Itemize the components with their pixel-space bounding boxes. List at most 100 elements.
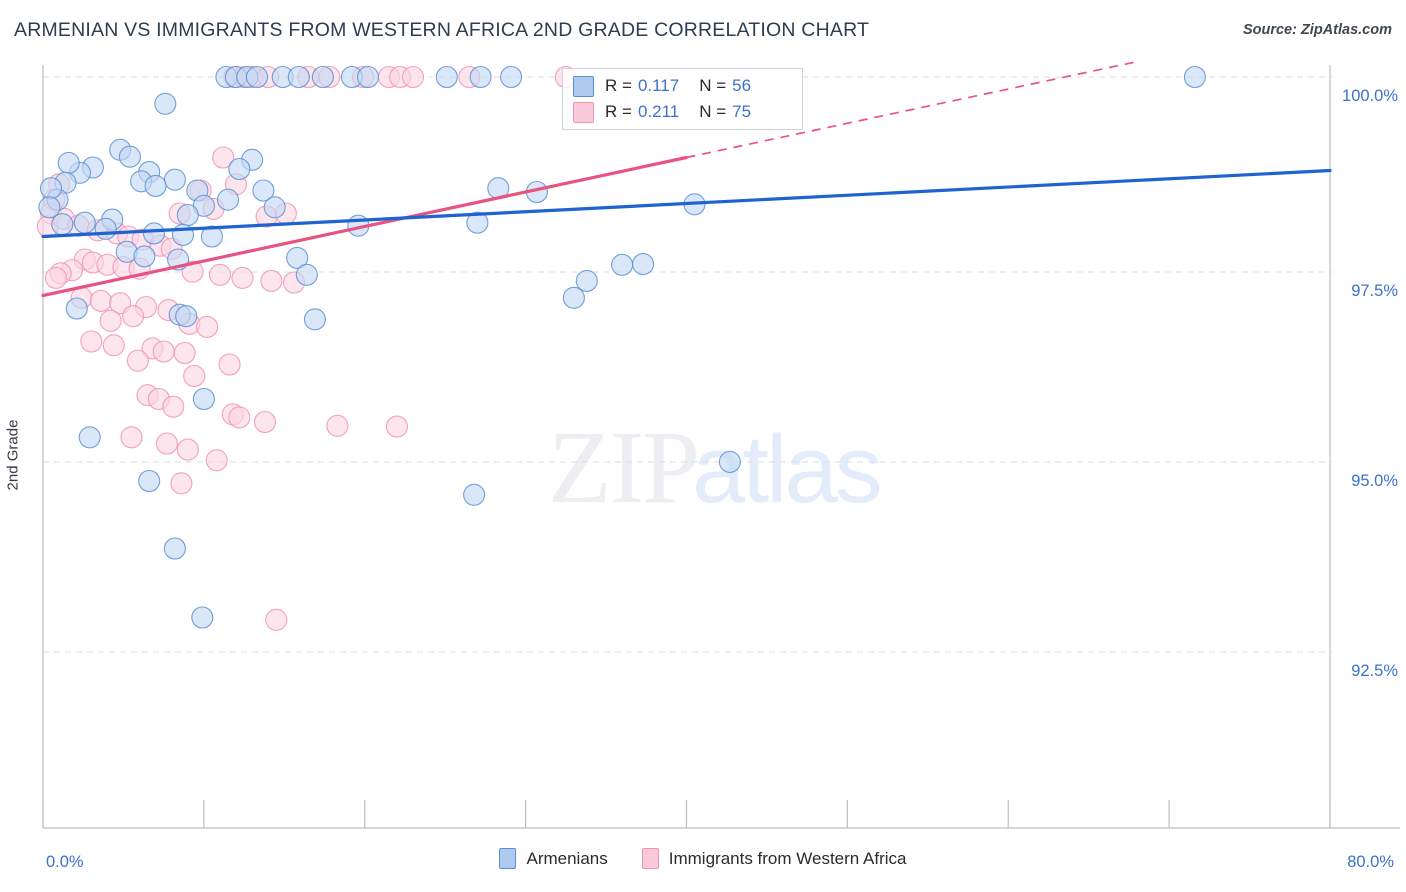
data-point <box>216 188 240 211</box>
correlation-stats-legend: R = 0.117 N = 56 R = 0.211 N = 75 <box>562 68 803 130</box>
data-point <box>80 330 103 353</box>
data-point <box>122 305 145 328</box>
data-point <box>228 406 251 429</box>
legend-swatch-pink <box>573 101 594 123</box>
data-point <box>73 211 96 234</box>
data-point <box>152 340 175 363</box>
legend-r-value-1: 0.117 <box>637 76 680 95</box>
series-legend-label: Armenians <box>526 848 608 868</box>
data-point <box>133 245 156 268</box>
data-point <box>196 315 219 338</box>
data-point <box>163 168 186 191</box>
x-axis-end-label: 80.0% <box>1347 853 1394 871</box>
data-point <box>562 286 585 309</box>
data-point <box>263 196 286 219</box>
scatter-series-armenians <box>38 65 1206 629</box>
legend-n-value-2: 75 <box>732 102 752 121</box>
data-point <box>94 217 117 240</box>
source-attribution: Source: ZipAtlas.com <box>1242 22 1392 38</box>
data-point <box>181 260 204 283</box>
data-point <box>57 151 80 174</box>
data-point <box>435 65 458 89</box>
legend-n-label-1: N = <box>699 76 727 95</box>
data-point <box>575 269 598 292</box>
data-point <box>401 65 425 89</box>
data-point <box>170 472 193 495</box>
x-axis-start-label: 0.0% <box>46 853 84 871</box>
series-legend-label: Immigrants from Western Africa <box>668 848 907 868</box>
series-legend-item[interactable]: Immigrants from Western Africa <box>641 848 907 869</box>
data-point <box>463 483 486 506</box>
data-point <box>469 65 492 89</box>
series-legend-item[interactable]: Armenians <box>499 848 608 869</box>
trendline-extrapolation-immigrants <box>686 60 1138 159</box>
data-point <box>176 438 199 461</box>
data-point <box>611 253 634 276</box>
data-point <box>245 65 269 89</box>
data-point <box>191 606 214 629</box>
data-point <box>173 341 196 365</box>
data-point <box>51 213 74 236</box>
data-point <box>1183 65 1206 89</box>
y-axis-tick-label: 100.0% <box>1342 87 1398 105</box>
data-point <box>326 414 349 437</box>
data-point <box>175 305 198 328</box>
data-point <box>126 349 149 372</box>
data-point <box>252 179 275 202</box>
data-point <box>44 266 67 289</box>
data-point <box>192 387 215 411</box>
data-point <box>205 449 228 472</box>
data-point <box>163 537 186 560</box>
data-point <box>212 146 235 169</box>
data-point <box>385 415 408 438</box>
data-point <box>162 395 185 418</box>
data-point <box>500 65 523 89</box>
data-point <box>120 426 143 449</box>
data-point <box>65 297 88 320</box>
data-point <box>718 450 741 473</box>
data-point <box>265 608 288 631</box>
y-axis-tick-label: 92.5% <box>1351 662 1398 680</box>
series-legend-swatch <box>641 848 659 869</box>
legend-r-label-2: R = <box>605 102 632 121</box>
legend-n-value-1: 56 <box>732 76 752 95</box>
data-point <box>138 469 161 493</box>
data-point <box>356 65 380 89</box>
data-point <box>102 334 125 357</box>
data-point <box>231 266 254 289</box>
y-axis-tick-label: 97.5% <box>1351 282 1398 300</box>
data-point <box>208 263 232 286</box>
data-point <box>39 177 63 200</box>
data-point <box>466 211 489 234</box>
data-point <box>632 253 655 276</box>
data-point <box>176 203 199 227</box>
legend-r-value-2: 0.211 <box>637 102 680 121</box>
legend-n-label-2: N = <box>699 102 727 121</box>
data-point <box>311 65 334 89</box>
series-legend: Armenians Immigrants from Western Africa <box>0 848 1406 869</box>
trendline-armenians <box>41 168 1332 239</box>
data-point <box>286 246 309 269</box>
data-point <box>144 174 167 197</box>
data-point <box>155 432 178 455</box>
y-axis-tick-label: 95.0% <box>1351 472 1398 490</box>
legend-swatch-blue <box>573 75 594 97</box>
data-point <box>99 309 122 332</box>
legend-r-label-1: R = <box>605 76 632 95</box>
page-title: ARMENIAN VS IMMIGRANTS FROM WESTERN AFRI… <box>14 19 870 41</box>
data-point <box>228 157 251 181</box>
data-point <box>303 308 326 331</box>
data-point <box>78 426 101 449</box>
data-point <box>295 263 318 286</box>
data-point <box>260 269 283 292</box>
legend-row-immigrants: R = 0.211 N = 75 <box>573 99 751 125</box>
data-point <box>142 222 166 245</box>
data-point <box>89 289 112 312</box>
trendline-immigrants <box>41 155 689 298</box>
data-point <box>253 410 277 434</box>
data-point <box>287 65 310 89</box>
legend-row-armenians: R = 0.117 N = 56 <box>573 73 751 99</box>
series-legend-swatch <box>499 848 517 869</box>
